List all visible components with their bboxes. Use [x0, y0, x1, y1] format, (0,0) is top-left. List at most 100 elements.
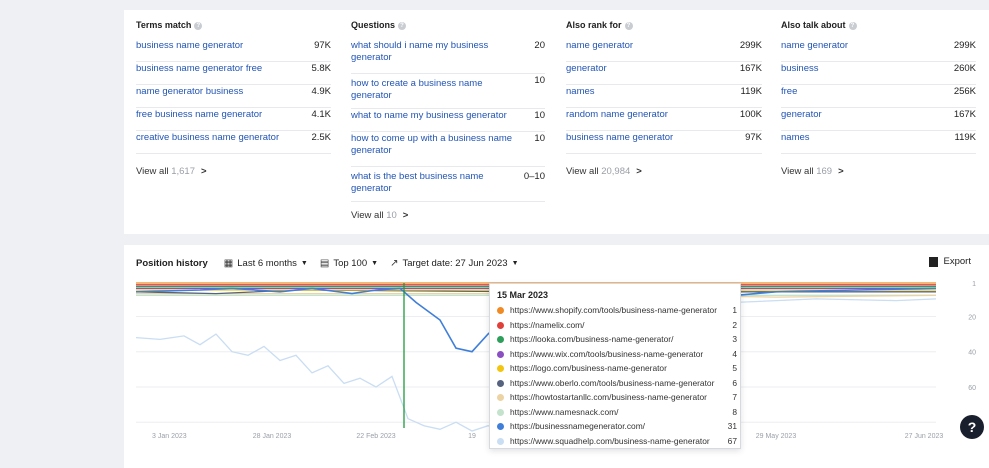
chevron-right-icon: > [636, 166, 642, 177]
keyword-link[interactable]: business [781, 63, 819, 74]
list-item[interactable]: what to name my business generator 10 [351, 110, 545, 132]
keyword-link[interactable]: how to come up with a business name gene… [351, 133, 513, 156]
tooltip-url: https://namelix.com/ [510, 319, 585, 330]
top-positions-dropdown[interactable]: ▤ Top 100 ▼ [319, 257, 379, 269]
series-dot-icon [497, 408, 504, 416]
list-item[interactable]: name generator 299K [566, 40, 762, 62]
list-item[interactable]: free business name generator 4.1K [136, 109, 331, 131]
list-item[interactable]: names 119K [566, 86, 762, 108]
tooltip-url: https://www.oberlo.com/tools/business-na… [510, 377, 715, 388]
chevron-right-icon: > [201, 166, 207, 177]
tooltip-position: 2 [732, 319, 737, 330]
also-rank-for-header: Also rank for? [566, 20, 633, 30]
list-item[interactable]: how to create a business name generator 1… [351, 75, 545, 109]
keyword-link[interactable]: name generator [566, 40, 634, 51]
volume-value: 100K [739, 109, 762, 120]
trend-icon: ↗ [390, 257, 399, 269]
keyword-link[interactable]: creative business name generator [136, 132, 280, 143]
keyword-link[interactable]: random name generator [566, 109, 668, 120]
series-dot-icon [497, 379, 504, 387]
export-button[interactable]: Export [928, 256, 971, 267]
keyword-link[interactable]: how to create a business name generator [351, 78, 483, 101]
series-dot-icon [497, 336, 504, 343]
tooltip-url: https://howtostartanllc.com/business-nam… [510, 392, 707, 402]
view-all-link[interactable]: View all 20,984 > [566, 166, 642, 177]
keyword-link[interactable]: free [781, 86, 798, 97]
list-item[interactable]: business name generator 97K [136, 40, 331, 62]
keyword-link[interactable]: generator [566, 63, 607, 74]
tooltip-position: 1 [732, 305, 737, 315]
volume-value: 299K [953, 40, 976, 51]
series-dot-icon [497, 394, 504, 401]
info-icon[interactable]: ? [624, 21, 633, 30]
tooltip-position: 3 [732, 334, 737, 344]
series-dot-icon [497, 307, 504, 314]
view-all-link[interactable]: View all 10 > [351, 210, 409, 221]
y-tick-label: 40 [968, 350, 976, 357]
keyword-link[interactable]: business name generator [566, 132, 674, 143]
x-tick-label: 3 Jan 2023 [152, 433, 187, 440]
info-icon[interactable]: ? [398, 21, 407, 30]
keyword-ideas-card: Terms match? business name generator 97K … [124, 10, 989, 234]
volume-value: 299K [739, 40, 762, 51]
calendar-icon: ▦ [223, 257, 234, 269]
x-tick-label: 19 [468, 433, 476, 440]
tooltip-row: https://namelix.com/2 [497, 319, 737, 333]
keyword-link[interactable]: names [566, 86, 595, 97]
caret-down-icon: ▼ [371, 259, 379, 267]
tooltip-date: 15 Mar 2023 [497, 290, 549, 300]
tooltip-url: https://www.shopify.com/tools/business-n… [510, 305, 717, 315]
list-item[interactable]: creative business name generator 2.5K [136, 132, 331, 154]
tooltip-url: https://www.squadhelp.com/business-name-… [510, 435, 710, 446]
list-item[interactable]: business name generator 97K [566, 132, 762, 154]
volume-value: 167K [953, 109, 976, 120]
info-icon[interactable]: ? [194, 21, 203, 30]
target-date-dropdown[interactable]: ↗ Target date: 27 Jun 2023 ▼ [390, 257, 519, 269]
keyword-link[interactable]: business name generator free [136, 63, 263, 74]
date-range-dropdown[interactable]: ▦ Last 6 months ▼ [223, 257, 308, 269]
list-item[interactable]: business name generator free 5.8K [136, 63, 331, 85]
list-icon: ▤ [319, 257, 330, 269]
tooltip-url: https://looka.com/business-name-generato… [510, 334, 674, 344]
series-dot-icon [497, 350, 504, 358]
keyword-link[interactable]: what is the best business name generator [351, 171, 484, 194]
keyword-link[interactable]: business name generator [136, 40, 244, 51]
keyword-link[interactable]: generator [781, 109, 822, 120]
list-item[interactable]: names 119K [781, 132, 976, 154]
volume-value: 10 [534, 75, 545, 86]
view-all-link[interactable]: View all 1,617 > [136, 166, 207, 177]
tooltip-position: 5 [732, 363, 737, 373]
list-item[interactable]: how to come up with a business name gene… [351, 133, 545, 167]
info-icon[interactable]: ? [848, 21, 857, 30]
volume-value: 0–10 [523, 171, 545, 182]
keyword-link[interactable]: free business name generator [136, 109, 263, 120]
help-button[interactable]: ? [960, 415, 984, 439]
volume-value: 256K [953, 86, 976, 97]
list-item[interactable]: business 260K [781, 63, 976, 85]
keyword-link[interactable]: what should i name my business generator [351, 40, 489, 63]
tooltip-row: https://logo.com/business-name-generator… [497, 362, 737, 376]
list-item[interactable]: generator 167K [781, 109, 976, 131]
also-talk-about-header: Also talk about? [781, 20, 857, 30]
tooltip-position: 4 [732, 348, 737, 359]
list-item[interactable]: name generator 299K [781, 40, 976, 62]
list-item[interactable]: free 256K [781, 86, 976, 108]
keyword-link[interactable]: what to name my business generator [351, 110, 507, 121]
tooltip-row: https://www.wix.com/tools/business-name-… [497, 348, 737, 362]
keyword-link[interactable]: name generator business [136, 86, 244, 97]
list-item[interactable]: generator 167K [566, 63, 762, 85]
volume-value: 2.5K [311, 132, 331, 143]
list-item[interactable]: random name generator 100K [566, 109, 762, 131]
volume-value: 10 [534, 110, 545, 121]
tooltip-position: 67 [727, 435, 737, 446]
keyword-link[interactable]: names [781, 132, 810, 143]
list-item[interactable]: what should i name my business generator… [351, 40, 545, 74]
volume-value: 97K [314, 40, 331, 51]
left-gutter [0, 0, 124, 468]
view-all-link[interactable]: View all 169 > [781, 166, 844, 177]
list-item[interactable]: what is the best business name generator… [351, 168, 545, 202]
tooltip-position: 6 [732, 377, 737, 388]
list-item[interactable]: name generator business 4.9K [136, 86, 331, 108]
tooltip-row: https://howtostartanllc.com/business-nam… [497, 391, 737, 405]
keyword-link[interactable]: name generator [781, 40, 849, 51]
